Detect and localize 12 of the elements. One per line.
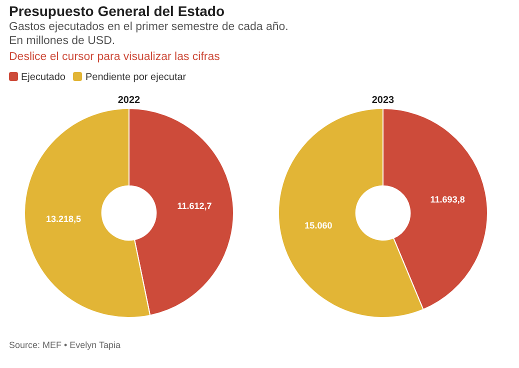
data-label: 11.693,8 (430, 194, 465, 205)
legend-label: Ejecutado (20, 72, 66, 83)
legend-label: Pendiente por ejecutar (84, 72, 186, 83)
slice-label: 2023 (372, 94, 395, 106)
data-label: 13.218,5 (46, 214, 82, 224)
data-label: 15.060 (304, 220, 332, 230)
source-note: Source: MEF • Evelyn Tapia (9, 340, 121, 350)
chart-subtitle: Gastos ejecutados en el primer semestre de cada año. En millones de USD. (9, 20, 288, 48)
data-label: 11.612,7 (177, 200, 212, 211)
chart-title: Presupuesto General del Estado (9, 3, 225, 19)
text: Deslice el cursor para visualizar las cifras (9, 51, 220, 63)
slice-label: 2022 (118, 94, 141, 106)
